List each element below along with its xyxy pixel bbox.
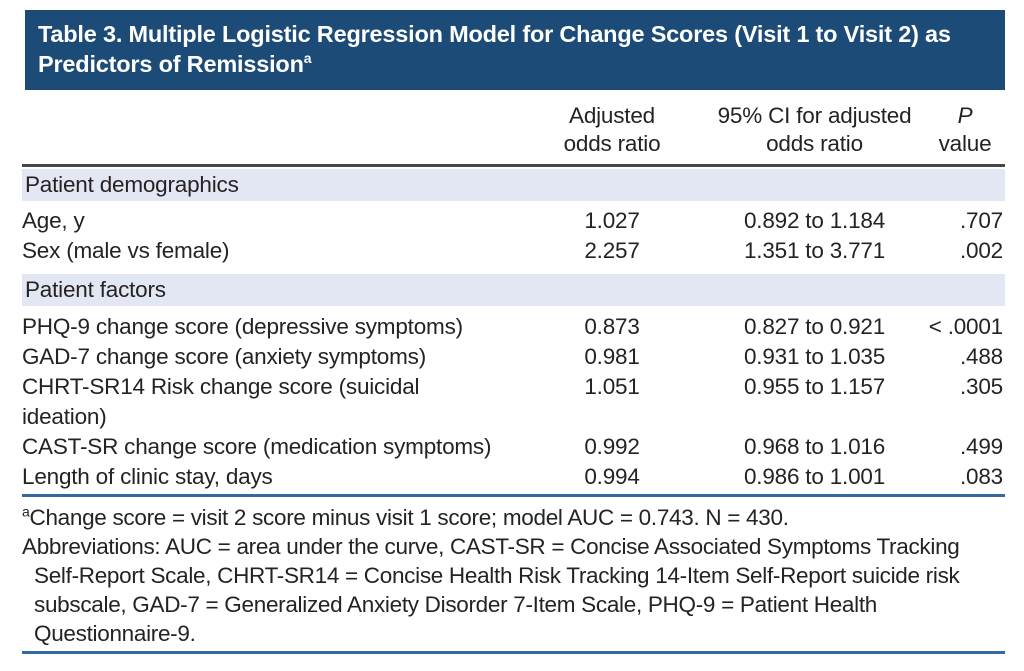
p-value: .305 <box>960 373 1003 399</box>
footnote-change-score: aChange score = visit 2 score minus visi… <box>22 503 1000 532</box>
row-label: CHRT-SR14 Risk change score (suicidal id… <box>22 373 420 429</box>
odds-ratio-value: 0.981 <box>584 343 640 369</box>
odds-ratio-value: 1.051 <box>584 373 640 399</box>
ci-value: 1.351 to 3.771 <box>743 237 886 263</box>
row-label: CAST-SR change score (medication symptom… <box>22 433 492 459</box>
footnote-text: Change score = visit 2 score minus visit… <box>29 504 789 530</box>
ci-value: 0.955 to 1.157 <box>743 373 886 399</box>
table-header-row: Adjusted odds ratio 95% CI for adjusted … <box>22 102 1005 164</box>
footnote-marker: a <box>22 503 30 520</box>
table-row: Age, y 1.027 0.892 to 1.184 .707 <box>22 206 1005 236</box>
table-row: CHRT-SR14 Risk change score (suicidal id… <box>22 372 1005 432</box>
ci-value: 0.986 to 1.001 <box>743 463 886 489</box>
ci-value: 0.931 to 1.035 <box>743 343 886 369</box>
odds-ratio-value: 0.994 <box>584 463 640 489</box>
odds-ratio-value: 0.992 <box>584 433 640 459</box>
odds-ratio-value: 1.027 <box>584 207 640 233</box>
row-label: Length of clinic stay, days <box>22 463 273 489</box>
p-value: < .0001 <box>928 313 1003 339</box>
table-row: Length of clinic stay, days 0.994 0.986 … <box>22 462 1005 492</box>
header-divider-rule <box>22 163 1005 167</box>
column-header-ci: 95% CI for adjusted odds ratio <box>717 103 912 157</box>
p-value: .083 <box>960 463 1003 489</box>
table-footnotes: aChange score = visit 2 score minus visi… <box>22 503 1000 648</box>
table-title-bar: Table 3. Multiple Logistic Regression Mo… <box>25 10 1005 90</box>
row-label: Age, y <box>22 207 85 233</box>
table-row: Sex (male vs female) 2.257 1.351 to 3.77… <box>22 236 1005 266</box>
p-value: .002 <box>960 237 1003 263</box>
table-title: Table 3. Multiple Logistic Regression Mo… <box>38 21 951 77</box>
row-label: Sex (male vs female) <box>22 237 230 263</box>
odds-ratio-value: 2.257 <box>584 237 640 263</box>
odds-ratio-value: 0.873 <box>584 313 640 339</box>
p-label: P <box>957 103 973 128</box>
title-footnote-marker: a <box>303 50 312 67</box>
p-value: .499 <box>960 433 1003 459</box>
ci-value: 0.892 to 1.184 <box>743 207 886 233</box>
footer-divider-rule <box>22 493 1005 497</box>
section-row-patient-factors: Patient factors <box>22 273 1005 306</box>
table-row: PHQ-9 change score (depressive symptoms)… <box>22 312 1005 342</box>
ci-value: 0.827 to 0.921 <box>743 313 886 339</box>
abbreviations-note: Abbreviations: AUC = area under the curv… <box>22 533 960 646</box>
table-row: GAD-7 change score (anxiety symptoms) 0.… <box>22 342 1005 372</box>
row-label: PHQ-9 change score (depressive symptoms) <box>22 313 463 339</box>
p-value: .707 <box>960 207 1003 233</box>
row-label: GAD-7 change score (anxiety symptoms) <box>22 343 426 369</box>
regression-table: Adjusted odds ratio 95% CI for adjusted … <box>22 102 1005 497</box>
section-row-patient-demographics: Patient demographics <box>22 168 1005 201</box>
table-row: CAST-SR change score (medication symptom… <box>22 432 1005 462</box>
bottom-rule <box>22 650 1005 654</box>
column-header-blank <box>22 102 522 107</box>
p-value: .488 <box>960 343 1003 369</box>
value-label: value <box>938 131 992 157</box>
ci-value: 0.968 to 1.016 <box>743 433 886 459</box>
column-header-adjusted-odds-ratio: Adjusted odds ratio <box>563 103 661 157</box>
